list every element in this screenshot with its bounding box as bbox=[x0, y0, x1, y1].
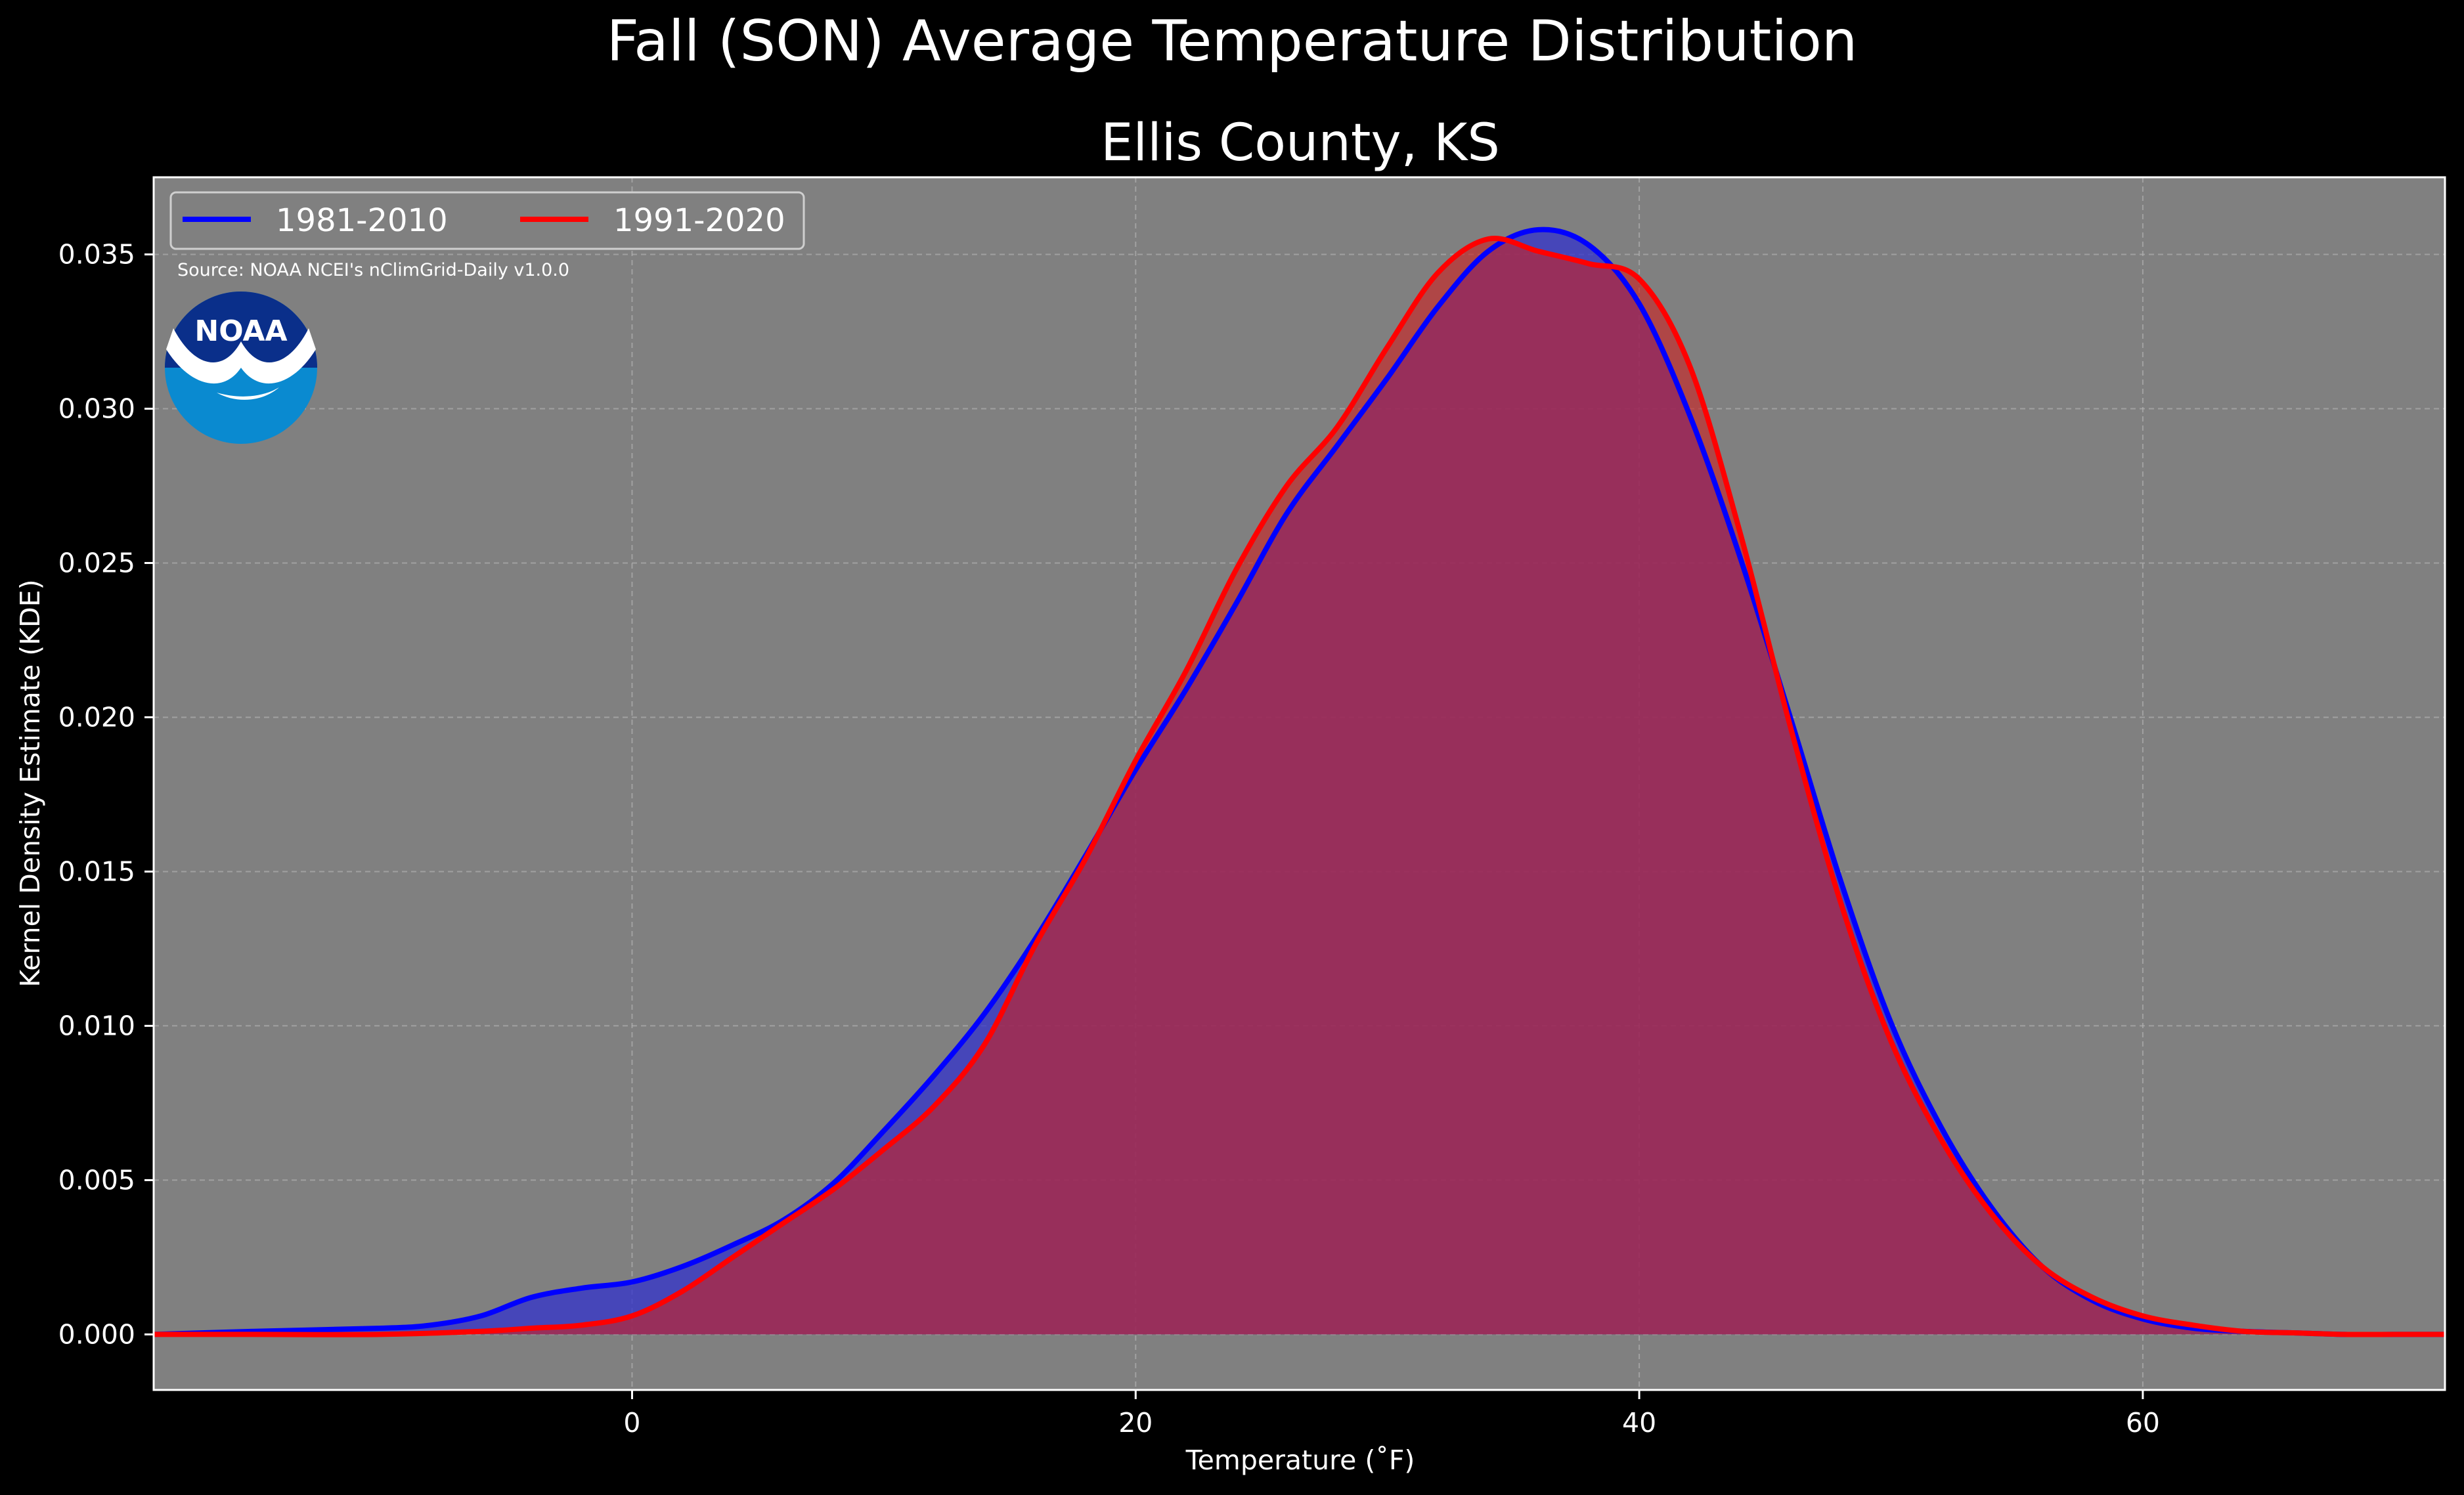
x-tick-label: 20 bbox=[1118, 1407, 1153, 1439]
y-axis-label: Kernel Density Estimate (KDE) bbox=[14, 579, 46, 987]
y-tick-label: 0.035 bbox=[58, 238, 135, 270]
legend-label-1991-2020: 1991-2020 bbox=[613, 202, 785, 239]
chart-subtitle: Ellis County, KS bbox=[1101, 114, 1500, 173]
plot-frame bbox=[152, 176, 2446, 1391]
source-note: Source: NOAA NCEI's nClimGrid-Daily v1.0… bbox=[177, 260, 569, 280]
series-areas bbox=[154, 229, 2445, 1335]
y-tick-label: 0.005 bbox=[58, 1164, 135, 1196]
line-1991-2020 bbox=[153, 236, 2445, 1337]
y-tick-label: 0.010 bbox=[58, 1010, 135, 1041]
x-tick-label: 0 bbox=[623, 1407, 640, 1439]
x-tick-label: 60 bbox=[2126, 1407, 2160, 1439]
y-tick-label: 0.025 bbox=[58, 547, 135, 578]
series-lines bbox=[153, 227, 2445, 1337]
legend-label-1981-2010: 1981-2010 bbox=[276, 202, 448, 239]
legend: 1981-2010 1991-2020 bbox=[169, 191, 805, 250]
noaa-logo-text: NOAA bbox=[194, 314, 287, 348]
y-tick-label: 0.015 bbox=[58, 856, 135, 887]
x-tick-label: 40 bbox=[1622, 1407, 1656, 1439]
chart-title: Fall (SON) Average Temperature Distribut… bbox=[607, 9, 1858, 74]
y-tick-label: 0.030 bbox=[58, 393, 135, 424]
noaa-logo: NOAA bbox=[165, 292, 317, 444]
y-tick-label: 0.020 bbox=[58, 701, 135, 733]
y-tick-label: 0.000 bbox=[58, 1318, 135, 1350]
legend-box bbox=[169, 191, 805, 250]
x-axis-label: Temperature (˚F) bbox=[1185, 1444, 1415, 1476]
x-axis-ticks: 0 20 40 60 bbox=[623, 1390, 2160, 1439]
y-axis-ticks: 0.000 0.005 0.010 0.015 0.020 0.025 0.030 0.035 bbox=[58, 238, 154, 1350]
area-1991-2020 bbox=[154, 238, 2445, 1335]
